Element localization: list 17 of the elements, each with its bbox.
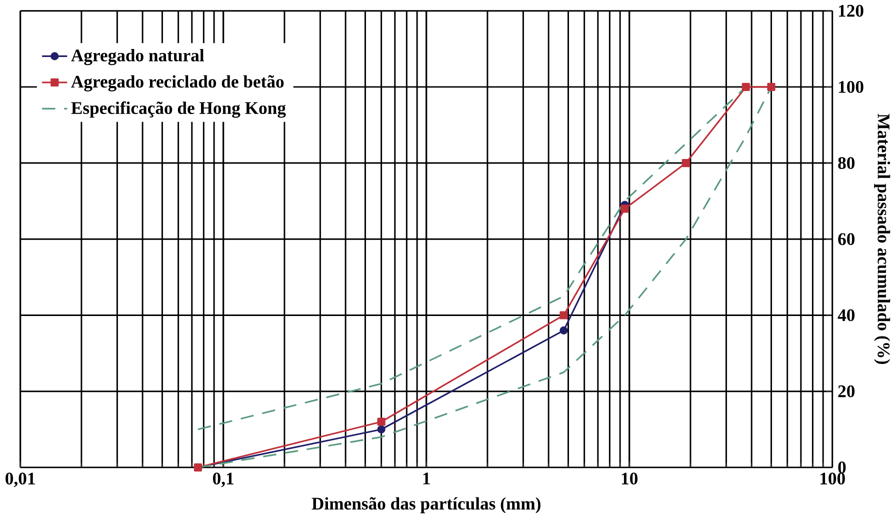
y-axis-title: Material passado acumulado (%) (874, 114, 890, 364)
legend-label: Especificação de Hong Kong (71, 101, 286, 118)
x-tick-label: 100 (820, 472, 845, 484)
y-tick-label: 60 (838, 233, 855, 246)
legend-label: Agregado natural (71, 48, 204, 66)
legend-label: Agregado reciclado de betão (71, 75, 284, 92)
x-tick-label: 0,1 (212, 472, 234, 488)
x-tick-label: 0,01 (6, 472, 35, 488)
x-tick-label: 1 (423, 472, 430, 484)
y-tick-label: 80 (838, 157, 855, 169)
y-tick-label: 40 (838, 309, 855, 322)
y-tick-label: 0 (838, 461, 846, 474)
y-tick-label: 100 (838, 80, 864, 93)
x-axis-title: Dimensão das partículas (mm) (312, 497, 540, 514)
x-tick-label: 10 (622, 472, 638, 484)
y-tick-label: 120 (838, 4, 864, 17)
y-tick-label: 20 (838, 385, 855, 398)
